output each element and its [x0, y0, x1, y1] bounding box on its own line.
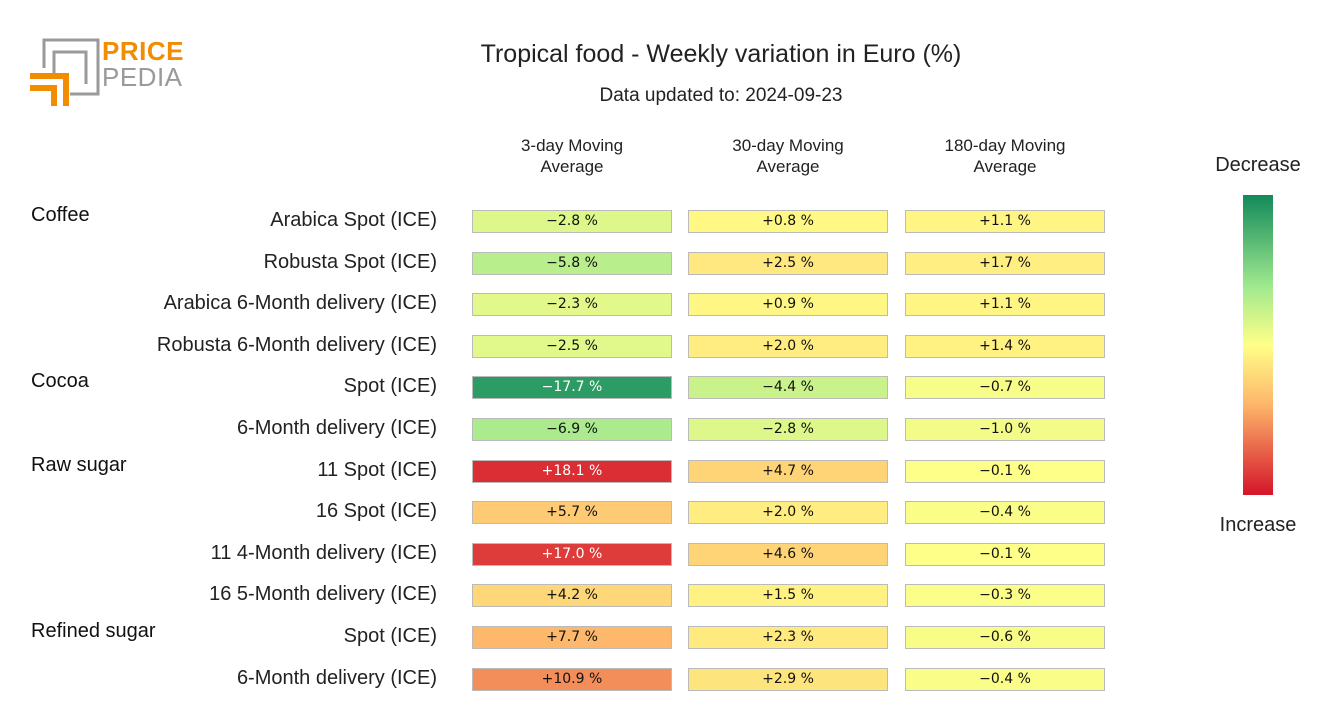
group-label: Raw sugar — [31, 453, 127, 476]
heatmap-cell: +2.5 % — [688, 251, 888, 275]
row-label: Arabica 6-Month delivery (ICE) — [163, 292, 437, 315]
row-label: Arabica Spot (ICE) — [270, 209, 437, 231]
heatmap-cell: +1.5 % — [688, 584, 888, 608]
heatmap-cell: +1.7 % — [905, 251, 1105, 275]
heatmap-cell: +2.0 % — [688, 334, 888, 358]
chart-title: Tropical food - Weekly variation in Euro… — [480, 40, 962, 68]
heatmap-cell: −2.5 % — [472, 334, 672, 358]
row-label: Robusta 6-Month delivery (ICE) — [156, 333, 437, 356]
heatmap-cell: −0.4 % — [905, 501, 1105, 525]
row-label: 6-Month delivery (ICE) — [236, 666, 437, 689]
heatmap-cell: −5.8 % — [472, 251, 672, 275]
group-label: Coffee — [31, 204, 90, 226]
logo-mark-icon — [30, 38, 100, 106]
column-header-line2: Average — [973, 157, 1037, 176]
heatmap-cell: +7.7 % — [472, 626, 672, 649]
column-header-line1: 3-day Moving — [520, 136, 624, 155]
row-label: 11 4-Month delivery (ICE) — [210, 541, 437, 564]
heatmap-cell: +1.1 % — [905, 293, 1105, 317]
heatmap-cell: −2.3 % — [472, 293, 672, 317]
chart-subtitle: Data updated to: 2024-09-23 — [599, 85, 843, 106]
heatmap-cell: −0.4 % — [905, 667, 1105, 691]
heatmap-cell: +4.7 % — [688, 459, 888, 483]
heatmap-cell: −1.0 % — [905, 418, 1105, 441]
heatmap-cell: +2.3 % — [688, 626, 888, 649]
heatmap-cell: −17.7 % — [472, 376, 672, 400]
heatmap-cell: +5.7 % — [472, 501, 672, 525]
row-label: Robusta Spot (ICE) — [263, 250, 437, 273]
heatmap-cell: −2.8 % — [472, 210, 672, 233]
heatmap-cell: −0.1 % — [905, 542, 1105, 566]
logo-word-price: PRICE — [102, 36, 184, 66]
logo-word-pedia: PEDIA — [102, 62, 183, 92]
column-header: 30-day Moving Average — [687, 135, 889, 177]
group-label: Refined sugar — [31, 620, 156, 642]
heatmap-cell: +0.8 % — [688, 210, 888, 233]
column-header-line2: Average — [756, 157, 820, 176]
column-header: 180-day Moving Average — [904, 135, 1106, 177]
heatmap-cell: −0.7 % — [905, 376, 1105, 400]
heatmap-cell: +0.9 % — [688, 293, 888, 317]
legend-label-bottom: Increase — [1219, 514, 1297, 536]
heatmap-cell: +10.9 % — [472, 667, 672, 691]
row-label: Spot (ICE) — [343, 625, 437, 647]
heatmap-cell: +2.9 % — [688, 667, 888, 691]
heatmap-cell: −0.6 % — [905, 626, 1105, 649]
column-header-line2: Average — [540, 157, 604, 176]
legend-label-top: Decrease — [1215, 154, 1301, 176]
column-header-line1: 30-day Moving — [732, 136, 844, 155]
heatmap-cell: +2.0 % — [688, 501, 888, 525]
heatmap-cell: −6.9 % — [472, 418, 672, 441]
heatmap-cell: +18.1 % — [472, 459, 672, 483]
heatmap-cell: −2.8 % — [688, 418, 888, 441]
row-label: 16 Spot (ICE) — [315, 500, 437, 523]
heatmap-cell: +17.0 % — [472, 542, 672, 566]
legend-color-bar — [1243, 195, 1273, 495]
row-label: 6-Month delivery (ICE) — [236, 417, 437, 439]
pricepedia-logo: PRICE PEDIA — [30, 38, 200, 110]
heatmap-cell: −0.1 % — [905, 459, 1105, 483]
row-label: Spot (ICE) — [343, 375, 437, 398]
heatmap-cell: +1.1 % — [905, 210, 1105, 233]
heatmap-cell: +4.6 % — [688, 542, 888, 566]
row-label: 16 5-Month delivery (ICE) — [209, 583, 437, 606]
row-label: 11 Spot (ICE) — [317, 458, 437, 481]
heatmap-cell: +1.4 % — [905, 334, 1105, 358]
group-label: Cocoa — [31, 370, 89, 393]
column-header: 3-day Moving Average — [471, 135, 673, 177]
heatmap-cell: −4.4 % — [688, 376, 888, 400]
heatmap-cell: +4.2 % — [472, 584, 672, 608]
heatmap-cell: −0.3 % — [905, 584, 1105, 608]
column-header-line1: 180-day Moving — [944, 136, 1066, 155]
